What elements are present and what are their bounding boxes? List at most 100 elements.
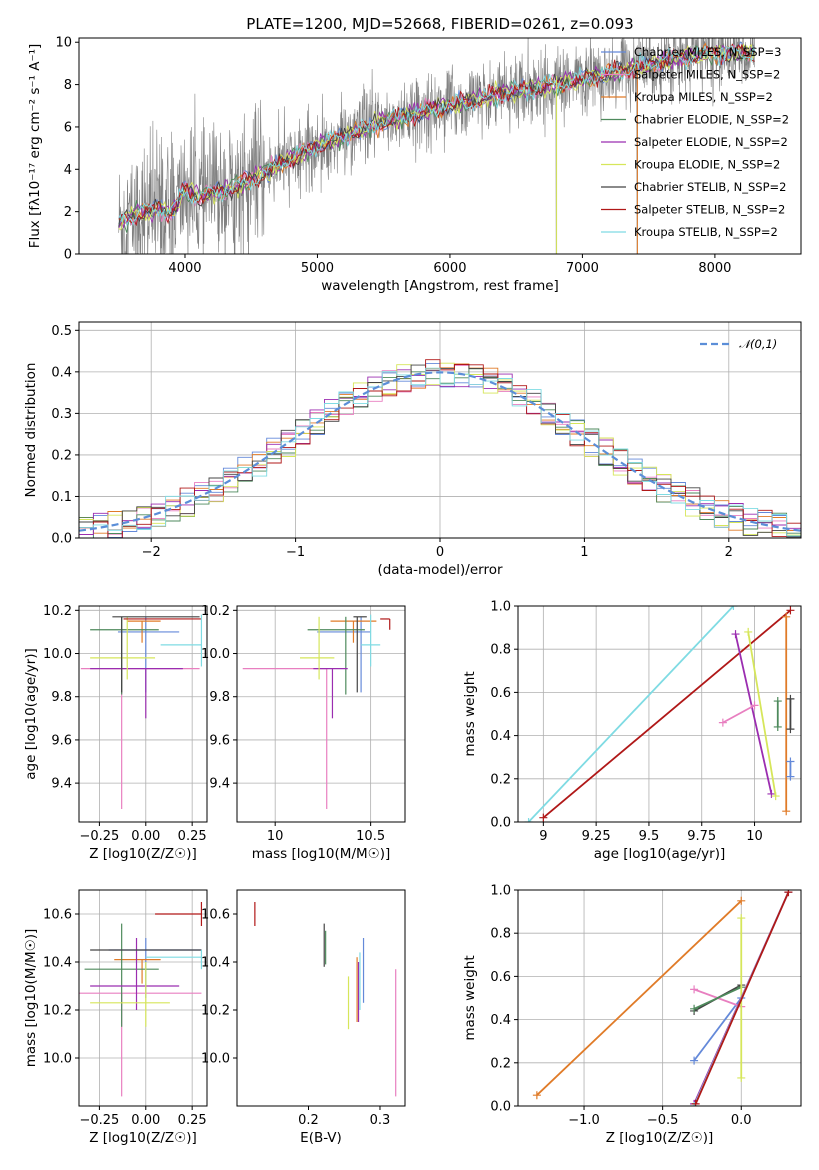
- histograms: [79, 359, 801, 538]
- y-tick-label: 0.3: [51, 407, 72, 422]
- y-tick-label: 9.6: [51, 733, 72, 748]
- spectrum-traces: [118, 38, 756, 254]
- y-tick-label: 6: [64, 120, 72, 135]
- weight-line: [536, 900, 742, 1096]
- error-bars: [242, 614, 391, 810]
- y-tick-label: 0.4: [490, 729, 511, 744]
- y-axis-label: mass weight: [462, 955, 478, 1040]
- model-line: [118, 43, 755, 227]
- weight-marker: [773, 722, 782, 731]
- weight-line: [693, 997, 742, 1062]
- y-tick-label: 0.0: [490, 1100, 511, 1115]
- legend-label: Chabrier MILES, N_SSP=3: [634, 45, 781, 59]
- gaussian-curve: [79, 371, 801, 532]
- weight-marker: [731, 630, 740, 639]
- weight-line: [734, 633, 773, 795]
- plot-frame: [78, 321, 802, 539]
- y-tick-label: 10.0: [43, 1052, 72, 1067]
- x-axis-label: wavelength [Angstrom, rest frame]: [321, 278, 559, 294]
- y-tick-label: 10.4: [43, 956, 72, 971]
- x-tick-label: −1.0: [568, 1113, 600, 1128]
- x-tick-label: 7000: [566, 261, 599, 276]
- y-tick-label: 0.4: [51, 365, 72, 380]
- massweight_vs_Z-panel: −1.0 −0.5 0.0 0.0 0.2 0.4 0.6 0.8 1.0 Z [log10(Z/…: [462, 884, 802, 1146]
- x-tick-label: 1: [580, 545, 588, 560]
- weight-marker: [750, 701, 759, 710]
- y-tick-label: 0.8: [490, 643, 511, 658]
- mass_vs_EBV-panel: 0.2 0.3 10.0 10.2 10.4 10.6 E(B-V): [201, 889, 406, 1146]
- x-axis-label: Z [log10(Z/Z☉)]: [89, 1130, 197, 1146]
- weight-marker: [782, 612, 791, 621]
- x-tick-label: 10: [267, 829, 284, 844]
- x-tick-label: 0.00: [131, 829, 160, 844]
- y-tick-label: 10: [55, 36, 72, 51]
- weight-marker: [539, 813, 548, 822]
- error-bars: [79, 902, 203, 1097]
- y-tick-label: 0.2: [490, 772, 511, 787]
- weight-marker: [737, 1073, 746, 1082]
- residuals-panel: −2 −1 0 1 2 0.0 0.1 0.2 0.3 0.4 0.5 (data-model)/er…: [23, 321, 802, 578]
- weight-marker: [690, 1004, 699, 1013]
- weight-marker: [786, 725, 795, 734]
- x-tick-label: 9.5: [639, 829, 660, 844]
- x-tick-label: 10: [746, 829, 763, 844]
- legend-label: Salpeter MILES, N_SSP=2: [634, 68, 780, 82]
- legend-label: Salpeter STELIB, N_SSP=2: [634, 203, 785, 217]
- x-tick-label: −2: [142, 545, 161, 560]
- weight-marker: [767, 789, 776, 798]
- y-tick-label: 9.8: [209, 690, 230, 705]
- y-tick-label: 10.2: [201, 604, 230, 619]
- y-tick-label: 8: [64, 78, 72, 93]
- y-tick-label: 0.0: [490, 816, 511, 831]
- x-tick-label: 0.0: [731, 1113, 752, 1128]
- age_vs_mass-panel: 10 10.5 9.4 9.6 9.8 10.0 10.2 mass [log10(M/M☉)…: [201, 604, 406, 862]
- y-tick-label: 9.4: [209, 777, 230, 792]
- x-tick-label: 5000: [301, 261, 334, 276]
- weight-marker: [744, 627, 753, 636]
- y-tick-label: 1.0: [490, 600, 511, 615]
- y-tick-label: 0.6: [490, 686, 511, 701]
- legend-label: 𝒩(0,1): [739, 337, 777, 351]
- histogram-step: [79, 359, 801, 538]
- massweight_vs_age-panel: 9 9.25 9.5 9.75 10 0.0 0.2 0.4 0.6 0.8 1.0 age [log…: [462, 600, 802, 862]
- weight-line: [693, 986, 742, 1010]
- x-axis-label: Z [log10(Z/Z☉)]: [89, 846, 197, 862]
- y-axis-label: age [log10(age/yr)]: [23, 648, 39, 780]
- x-tick-label: 0.00: [131, 1113, 160, 1128]
- weight-marker: [737, 896, 746, 905]
- y-tick-label: 10.0: [201, 647, 230, 662]
- plot-frame: [78, 889, 208, 1107]
- y-tick-label: 10.6: [201, 908, 230, 923]
- weight-line: [542, 609, 792, 819]
- y-tick-label: 0.2: [51, 448, 72, 463]
- y-axis-label: mass [log10(M/M☉)]: [23, 929, 39, 1068]
- weight-marker: [784, 890, 793, 897]
- y-tick-label: 1.0: [490, 884, 511, 899]
- weight-marker: [690, 985, 699, 994]
- x-tick-label: 10.5: [356, 829, 385, 844]
- plot-frame: [517, 605, 802, 823]
- weight-marker: [718, 718, 727, 727]
- y-tick-label: 0.8: [490, 927, 511, 942]
- weight-marker: [532, 1091, 541, 1100]
- x-tick-label: −1: [286, 545, 305, 560]
- x-tick-label: 0.25: [178, 829, 207, 844]
- weight-marker: [690, 1056, 699, 1065]
- x-tick-label: 0.3: [370, 1113, 391, 1128]
- y-tick-label: 0.0: [51, 532, 72, 547]
- plot-frame: [517, 889, 802, 1107]
- y-tick-label: 0.2: [490, 1056, 511, 1071]
- y-axis-label: Normed distribution: [23, 363, 39, 498]
- x-axis-label: (data-model)/error: [377, 562, 503, 578]
- weight-marker: [782, 807, 791, 816]
- x-tick-label: −0.25: [79, 1113, 119, 1128]
- x-axis-label: age [log10(age/yr)]: [594, 846, 726, 862]
- weight-marker: [524, 818, 533, 822]
- x-axis-label: Z [log10(Z/Z☉)]: [606, 1130, 714, 1146]
- weight-line: [747, 631, 777, 797]
- histogram-step: [79, 367, 801, 538]
- plot-frame: [236, 605, 406, 823]
- x-tick-label: 9.75: [687, 829, 716, 844]
- x-tick-label: 8000: [698, 261, 731, 276]
